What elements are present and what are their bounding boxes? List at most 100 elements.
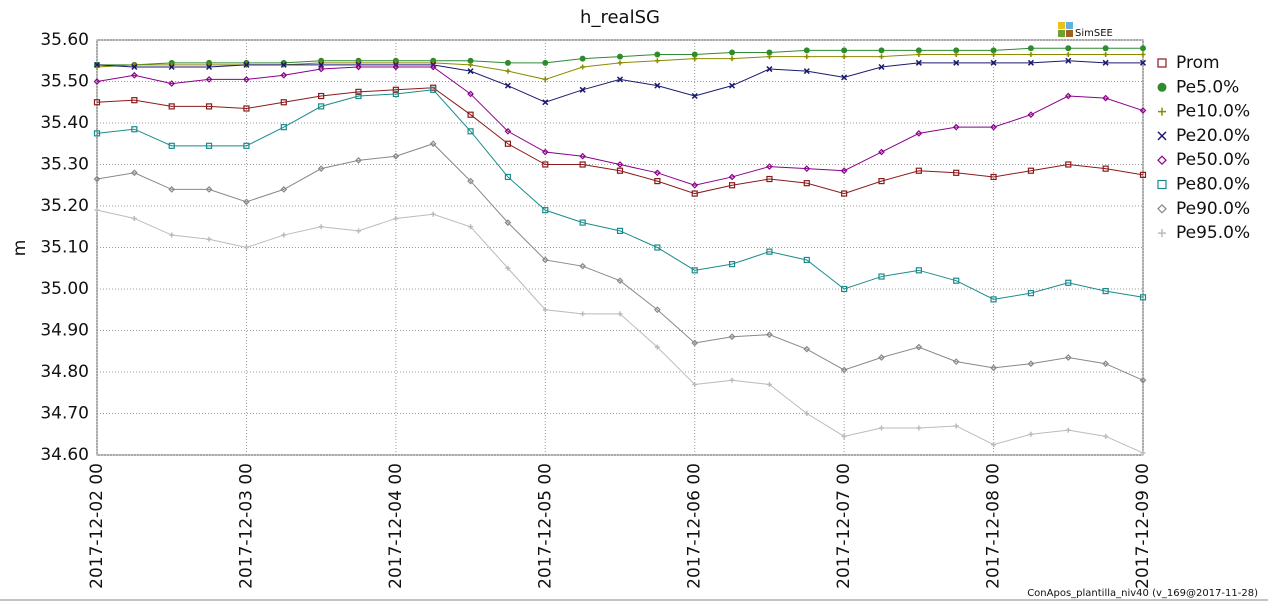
y-tick-label: 35.30	[40, 155, 89, 175]
y-tick-label: 35.50	[40, 72, 89, 92]
point	[953, 52, 959, 58]
point	[953, 169, 960, 176]
point	[579, 55, 586, 62]
point	[1027, 290, 1035, 297]
point	[1064, 92, 1072, 100]
logo-icon	[1066, 22, 1073, 29]
point	[1103, 52, 1109, 58]
point	[355, 63, 362, 71]
point	[617, 311, 623, 317]
point	[841, 74, 848, 81]
y-tick-label: 35.60	[40, 30, 89, 50]
point	[654, 178, 661, 185]
point	[1102, 45, 1109, 52]
x-tick-label: 2017-12-07 00	[834, 463, 854, 589]
point	[580, 64, 586, 70]
point	[281, 232, 287, 238]
point	[691, 92, 698, 100]
x-tick-label: 2017-12-05 00	[535, 463, 555, 589]
point	[504, 82, 511, 89]
point	[1102, 94, 1109, 102]
point	[878, 354, 885, 361]
legend-marker	[1157, 155, 1167, 166]
point	[766, 381, 772, 387]
point	[1139, 294, 1147, 301]
legend-marker	[1157, 58, 1167, 68]
point	[804, 54, 810, 60]
point	[728, 261, 736, 268]
point	[467, 90, 474, 98]
y-axis-label: m	[10, 240, 30, 257]
point	[1065, 161, 1072, 168]
point	[355, 88, 362, 95]
point	[1139, 376, 1147, 384]
point	[616, 76, 624, 83]
point	[206, 236, 212, 242]
point	[356, 228, 361, 234]
point	[579, 86, 586, 93]
point	[579, 161, 586, 168]
point	[990, 59, 997, 66]
point	[430, 211, 436, 217]
point	[467, 128, 474, 135]
point	[542, 99, 549, 106]
point	[915, 343, 923, 351]
point	[168, 103, 175, 110]
point	[728, 333, 736, 341]
point	[803, 165, 811, 172]
legend-marker	[1157, 131, 1167, 141]
point	[729, 49, 736, 56]
legend-label: Pe10.0%	[1176, 102, 1250, 122]
point	[766, 331, 773, 338]
point	[392, 63, 400, 71]
point	[1064, 354, 1072, 361]
y-tick-label: 35.20	[40, 196, 89, 216]
point	[93, 99, 101, 106]
point	[93, 175, 101, 183]
point	[1102, 287, 1109, 295]
point	[131, 71, 138, 79]
point	[93, 61, 101, 68]
point	[243, 198, 250, 206]
point	[393, 215, 399, 221]
point	[93, 78, 101, 85]
point	[1065, 52, 1071, 58]
point	[580, 311, 586, 317]
point	[468, 62, 474, 68]
point	[1139, 107, 1147, 114]
point	[280, 61, 287, 68]
point	[467, 111, 474, 118]
point	[952, 358, 960, 365]
point	[654, 244, 661, 251]
legend-marker	[1158, 107, 1166, 116]
legend-marker	[1157, 82, 1167, 92]
point	[1027, 45, 1034, 52]
point	[1065, 427, 1071, 433]
legend-marker	[1157, 179, 1167, 190]
series-line	[96, 143, 1144, 381]
point	[205, 76, 213, 83]
point	[728, 173, 736, 181]
y-tick-label: 34.80	[40, 362, 89, 382]
logo-icon	[1058, 30, 1065, 37]
point	[392, 86, 399, 93]
point	[243, 76, 250, 83]
point	[1102, 360, 1109, 368]
point	[317, 65, 325, 73]
point	[429, 140, 437, 148]
point	[1140, 450, 1146, 456]
point	[691, 190, 698, 197]
point	[915, 267, 922, 274]
chart-title: h_realSG	[580, 7, 660, 28]
point	[841, 433, 847, 439]
point	[990, 364, 997, 372]
point	[803, 345, 811, 353]
series-line	[96, 89, 1144, 300]
point	[355, 92, 362, 100]
legend-label: Pe50.0%	[1176, 150, 1250, 170]
point	[803, 180, 810, 187]
point	[692, 56, 698, 62]
point	[1065, 45, 1072, 52]
point	[168, 142, 175, 149]
